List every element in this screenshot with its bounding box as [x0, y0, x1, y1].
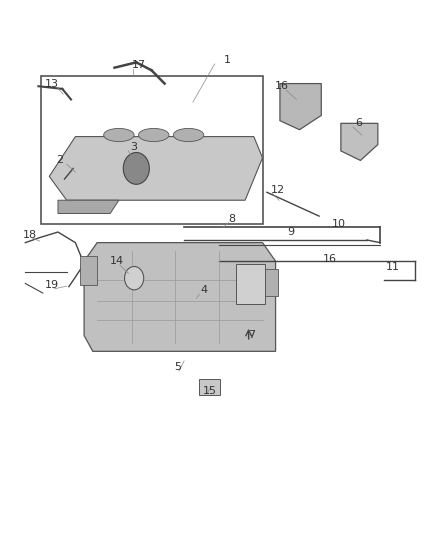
Text: 15: 15 — [203, 386, 217, 396]
Polygon shape — [341, 123, 378, 160]
Text: 17: 17 — [131, 60, 145, 70]
Text: 12: 12 — [271, 184, 285, 195]
Bar — [237, 264, 265, 304]
Polygon shape — [84, 243, 276, 351]
Circle shape — [123, 152, 149, 184]
Text: 8: 8 — [229, 214, 236, 224]
Text: 4: 4 — [200, 285, 207, 295]
Text: 11: 11 — [386, 262, 400, 271]
Text: 16: 16 — [275, 81, 289, 91]
Text: 6: 6 — [355, 118, 362, 128]
Text: 3: 3 — [131, 142, 138, 152]
Polygon shape — [58, 200, 119, 214]
Bar — [80, 256, 97, 285]
Bar — [41, 76, 262, 224]
Text: 2: 2 — [57, 156, 64, 165]
Text: 18: 18 — [23, 230, 37, 240]
Polygon shape — [49, 136, 262, 200]
Text: 9: 9 — [287, 227, 294, 237]
Text: 16: 16 — [323, 254, 337, 263]
Bar — [262, 269, 278, 296]
Text: 19: 19 — [44, 280, 59, 290]
Text: 13: 13 — [44, 78, 58, 88]
Text: 14: 14 — [110, 256, 124, 266]
Ellipse shape — [173, 128, 204, 142]
Text: 10: 10 — [332, 219, 346, 229]
Ellipse shape — [138, 128, 169, 142]
Circle shape — [124, 266, 144, 290]
Text: 5: 5 — [174, 362, 181, 372]
Polygon shape — [280, 84, 321, 130]
Ellipse shape — [104, 128, 134, 142]
Text: 7: 7 — [248, 330, 255, 341]
Text: 1: 1 — [224, 55, 231, 64]
Bar — [199, 379, 220, 395]
